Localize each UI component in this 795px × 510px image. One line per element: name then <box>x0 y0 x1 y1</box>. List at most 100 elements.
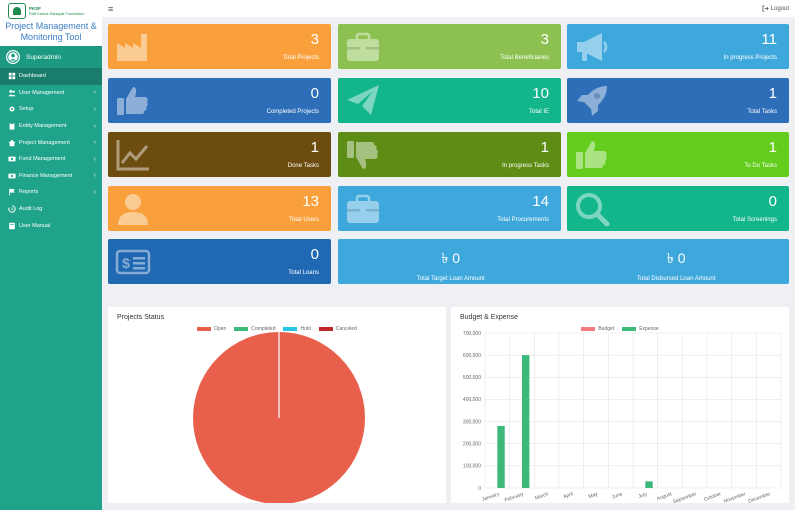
stat-card-total-procurements[interactable]: 14 Total Procurements <box>338 186 561 231</box>
logo: PKSF Palli Karma-Sahayak Foundation <box>0 2 102 20</box>
stat-value: 10 <box>532 85 549 102</box>
brand[interactable]: PKSF Palli Karma-Sahayak Foundation Proj… <box>0 0 102 46</box>
legend-swatch <box>581 327 596 331</box>
stat-value: 3 <box>540 31 549 48</box>
legend-item[interactable]: Open <box>197 326 226 332</box>
user-circle-icon <box>7 51 19 63</box>
chevron-left-icon: ‹ <box>93 188 96 196</box>
sidebar-item-user-manual[interactable]: User Manual <box>0 217 102 234</box>
stat-card-total-tasks[interactable]: 1 Total Tasks <box>567 78 789 123</box>
avatar <box>6 50 20 64</box>
chevron-left-icon: ‹ <box>93 172 96 180</box>
money-bill-icon: $ <box>115 244 151 280</box>
logout-link[interactable]: Logout <box>762 5 789 12</box>
y-tick-label: 300,000 <box>463 419 481 425</box>
stat-value: 0 <box>768 193 777 210</box>
y-tick-label: 700,000 <box>463 331 481 337</box>
legend-item[interactable]: Completed <box>234 326 275 332</box>
sidebar-item-setup[interactable]: Setup ‹ <box>0 101 102 118</box>
stat-label: Total Tasks <box>747 109 777 115</box>
stat-card-done-tasks[interactable]: 1 Done Tasks <box>108 132 331 177</box>
projects-status-chart <box>193 332 365 503</box>
sidebar-item-audit-log[interactable]: Audit Log <box>0 201 102 218</box>
bar-expense-january[interactable] <box>497 426 505 488</box>
stat-card-total-ie[interactable]: 10 Total IE <box>338 78 561 123</box>
stat-card-in-progress-projects[interactable]: 11 In progress Projects <box>567 24 789 69</box>
legend-label: Hold <box>300 326 311 332</box>
legend-label: Open <box>214 326 227 332</box>
stat-card-to-do-tasks[interactable]: 1 To Do Tasks <box>567 132 789 177</box>
x-tick-label: May <box>588 491 599 500</box>
sidebar-item-entity-management[interactable]: Entity Management ‹ <box>0 118 102 135</box>
dashboard-icon <box>8 72 16 80</box>
disbursed-loan-label: Total Disbursed Loan Amount <box>637 276 716 282</box>
stat-card-total-beneficiaries[interactable]: 3 Total Beneficiaries <box>338 24 561 69</box>
stat-value: 0 <box>310 246 319 263</box>
stat-card-completed-projects[interactable]: 0 Completed Projects <box>108 78 331 123</box>
line-chart-icon <box>115 137 151 173</box>
hamburger-menu-icon[interactable]: ≡ <box>108 3 114 14</box>
sidebar-item-label: Audit Log <box>19 206 43 213</box>
legend-swatch <box>197 327 212 331</box>
topbar: ≡ Logout <box>102 0 795 17</box>
stat-value: 1 <box>540 139 549 156</box>
legend-item[interactable]: Budget <box>581 326 614 332</box>
thumbs-up-icon <box>115 83 151 119</box>
thumbs-down-icon <box>345 137 381 173</box>
stat-label: To Do Tasks <box>744 163 777 169</box>
megaphone-icon <box>574 29 610 65</box>
factory-icon <box>115 29 151 65</box>
rocket-icon <box>574 83 610 119</box>
clipboard-icon <box>8 122 16 130</box>
stat-value: 3 <box>310 31 319 48</box>
stat-card-total-projects[interactable]: 3 Total Projects <box>108 24 331 69</box>
briefcase-icon <box>345 191 381 227</box>
sidebar-item-label: Project Management <box>19 139 70 146</box>
x-tick-label: February <box>504 491 525 503</box>
sidebar-item-project-management[interactable]: Project Management ‹ <box>0 134 102 151</box>
budget-expense-title: Budget & Expense <box>460 314 518 321</box>
sidebar-item-label: User Management <box>19 89 65 96</box>
sidebar-item-user-management[interactable]: User Management ‹ <box>0 85 102 102</box>
disbursed-loan: ৳ 0 Total Disbursed Loan Amount <box>564 239 790 284</box>
chevron-left-icon: ‹ <box>93 155 96 163</box>
stat-label: In progress Projects <box>723 55 777 61</box>
legend-swatch <box>234 327 249 331</box>
stat-card-in-progress-tasks[interactable]: 1 In progress Tasks <box>338 132 561 177</box>
sidebar-item-fund-management[interactable]: Fund Management ‹ <box>0 151 102 168</box>
user-icon <box>115 191 151 227</box>
legend-item[interactable]: Canceled <box>318 326 357 332</box>
x-tick-label: August <box>656 491 673 502</box>
x-tick-label: October <box>703 491 722 503</box>
history-icon <box>8 205 16 213</box>
sidebar-item-dashboard[interactable]: Dashboard <box>0 68 102 85</box>
legend-item[interactable]: Expense <box>622 326 659 332</box>
chevron-left-icon: ‹ <box>93 89 96 97</box>
stat-value: 1 <box>768 139 777 156</box>
y-tick-label: 600,000 <box>463 353 481 359</box>
stat-card-total-users[interactable]: 13 Total Users <box>108 186 331 231</box>
stat-card-total-screenings[interactable]: 0 Total Screenings <box>567 186 789 231</box>
x-tick-label: April <box>563 491 574 500</box>
stat-label: In progress Tasks <box>502 163 549 169</box>
stat-label: Completed Projects <box>266 109 319 115</box>
logout-icon <box>762 5 769 12</box>
chevron-left-icon: ‹ <box>93 122 96 130</box>
app-title: Project Management & Monitoring Tool <box>5 21 97 42</box>
bar-expense-february[interactable] <box>522 355 530 488</box>
sidebar-item-reports[interactable]: Reports ‹ <box>0 184 102 201</box>
bar-expense-july[interactable] <box>645 481 653 488</box>
loan-summary-card[interactable]: ৳ 0 Total Target Loan Amount ৳ 0 Total D… <box>338 239 789 284</box>
sidebar-item-label: Reports <box>19 189 39 196</box>
stat-card-total-loans[interactable]: $0 Total Loans <box>108 239 331 284</box>
sidebar-item-label: User Manual <box>19 222 51 229</box>
sidebar-item-label: Finance Management <box>19 172 73 179</box>
sidebar-item-finance-management[interactable]: Finance Management ‹ <box>0 168 102 185</box>
legend-item[interactable]: Hold <box>283 326 311 332</box>
user-panel[interactable]: Superadmin <box>0 46 102 68</box>
user-name: Superadmin <box>26 53 62 61</box>
sidebar-item-label: Dashboard <box>19 73 46 80</box>
logo-icon <box>8 3 26 19</box>
legend-swatch <box>283 327 298 331</box>
budget-expense-legend: Budget Expense <box>451 326 789 332</box>
